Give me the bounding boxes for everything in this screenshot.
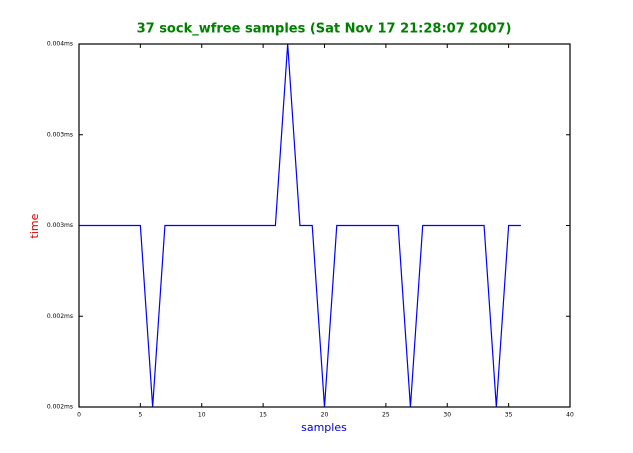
x-axis-label: samples xyxy=(301,421,347,434)
chart-title: 37 sock_wfree samples (Sat Nov 17 21:28:… xyxy=(137,22,512,37)
x-tick-label: 0 xyxy=(77,412,81,419)
x-tick-label: 10 xyxy=(198,412,206,419)
x-tick-label: 40 xyxy=(566,412,574,419)
y-tick-label: 0.003ms xyxy=(47,131,73,138)
x-tick-label: 5 xyxy=(138,412,142,419)
y-axis-label: time xyxy=(28,213,41,238)
x-tick-label: 25 xyxy=(382,412,390,419)
y-tick-label: 0.004ms xyxy=(47,41,73,48)
y-tick-label: 0.002ms xyxy=(47,404,73,411)
x-tick-label: 15 xyxy=(259,412,267,419)
x-tick-label: 20 xyxy=(321,412,329,419)
y-tick-label: 0.003ms xyxy=(47,222,73,229)
y-tick-label: 0.002ms xyxy=(47,313,73,320)
plot-frame xyxy=(78,43,571,408)
x-tick-label: 35 xyxy=(505,412,513,419)
x-tick-label: 30 xyxy=(443,412,451,419)
line xyxy=(79,43,521,408)
